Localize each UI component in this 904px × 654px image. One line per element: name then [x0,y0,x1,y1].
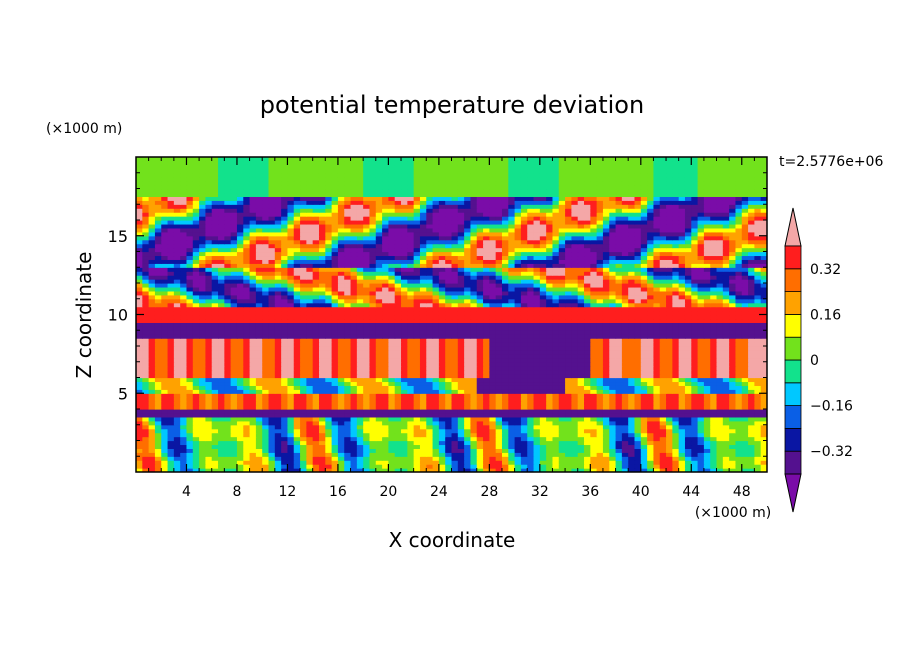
x-tick-label: 8 [232,484,241,500]
colorbar: 0.32 0.16 0 −0.16 −0.32 [784,207,853,513]
colorbar-tick-label: 0.16 [810,307,841,323]
colorbar-tick-label: −0.32 [810,444,853,460]
x-tick: 12 [279,157,297,500]
colorbar-swatch [784,313,802,338]
x-tick: 24 [430,157,448,500]
colorbar-swatch [784,245,802,270]
x-tick: 40 [632,157,650,500]
contour-field [136,157,767,472]
y-tick-label: 15 [108,227,128,246]
y-tick: 15 [108,227,767,246]
x-unit-label: (×1000 m) [695,505,771,521]
time-label: t=2.5776e+06 [779,154,883,170]
x-tick-label: 4 [182,484,191,500]
x-tick-label: 44 [682,484,700,500]
y-tick-label: 5 [118,384,128,403]
x-tick-label: 28 [480,484,498,500]
colorbar-tick-label: 0.32 [810,262,841,278]
y-tick: 10 [108,306,767,325]
colorbar-swatch [784,382,802,406]
x-tick: 44 [682,157,700,500]
colorbar-swatch [784,268,802,292]
x-tick-label: 20 [379,484,397,500]
colorbar-tick-label: −0.16 [810,399,853,415]
colorbar-under-triangle [784,473,802,513]
x-tick-label: 40 [632,484,650,500]
y-unit-label: (×1000 m) [46,121,122,137]
x-axis-label: X coordinate [389,528,516,552]
colorbar-swatch [784,450,802,475]
colorbar-swatch [784,427,802,452]
colorbar-tick-label: 0 [810,353,819,369]
x-tick-label: 24 [430,484,448,500]
x-tick-label: 48 [733,484,751,500]
x-tick: 36 [581,157,599,500]
x-tick-label: 16 [329,484,347,500]
x-tick: 28 [480,157,498,500]
colorbar-swatch [784,291,802,315]
x-tick: 8 [232,157,241,500]
x-tick: 4 [182,157,191,500]
x-tick: 20 [379,157,397,500]
x-axis: 4 8 12 16 20 24 28 32 36 40 44 48 [148,157,755,500]
chart-title: potential temperature deviation [260,91,644,119]
y-tick: 5 [118,384,767,403]
colorbar-swatch [784,336,802,361]
x-tick: 48 [733,157,751,500]
colorbar-over-triangle [784,207,802,247]
x-tick-label: 32 [531,484,549,500]
y-axis-label: Z coordinate [72,252,96,379]
x-tick: 32 [531,157,549,500]
x-tick: 16 [329,157,347,500]
colorbar-swatch [784,405,802,429]
colorbar-swatch [784,359,802,384]
y-tick-label: 10 [108,306,128,325]
x-tick-label: 36 [581,484,599,500]
y-axis: 5 10 15 [108,172,767,457]
x-tick-label: 12 [279,484,297,500]
